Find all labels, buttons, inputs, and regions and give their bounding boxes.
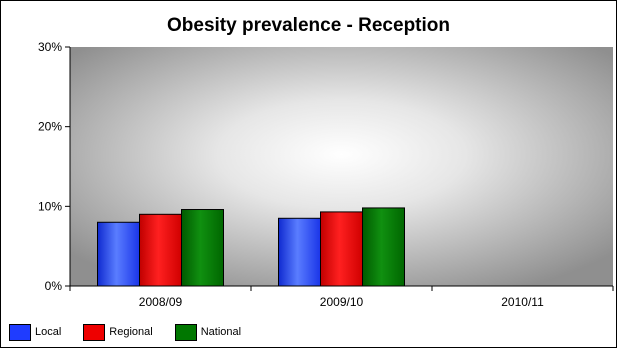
x-tick-label: 2009/10: [320, 295, 364, 309]
y-tick-label: 20%: [38, 120, 62, 134]
legend-swatch: [9, 323, 31, 341]
bar-national-2009-10: [362, 207, 405, 287]
chart-svg: 0% 10% 20% 30% 2008/09 2009/10 2010/11: [38, 40, 614, 309]
bar-regional-2009-10: [320, 211, 363, 287]
legend-item-national: National: [174, 323, 242, 341]
bars-group: [97, 207, 405, 287]
x-tick-label: 2008/09: [139, 295, 183, 309]
legend-item-regional: Regional: [83, 323, 153, 341]
x-tick-label: 2010/11: [501, 295, 544, 309]
legend-swatch: [174, 323, 197, 341]
legend-swatch: [83, 323, 106, 341]
y-tick-label: 10%: [38, 199, 62, 213]
bar-local-2009-10: [278, 217, 321, 287]
bar-local-2008-09: [97, 221, 140, 287]
legend: Local Regional National: [9, 322, 263, 342]
axes-group: 0% 10% 20% 30% 2008/09 2009/10 2010/11: [38, 40, 614, 309]
chart-title: Obesity prevalence - Reception: [167, 15, 450, 36]
y-tick-label: 30%: [38, 40, 62, 54]
legend-label: Regional: [109, 326, 153, 338]
bar-regional-2008-09: [139, 213, 182, 287]
legend-label: Local: [35, 326, 62, 338]
y-tick-label: 0%: [45, 279, 63, 293]
legend-item-local: Local: [9, 323, 62, 341]
legend-label: National: [200, 326, 242, 338]
bar-national-2008-09: [181, 209, 224, 287]
